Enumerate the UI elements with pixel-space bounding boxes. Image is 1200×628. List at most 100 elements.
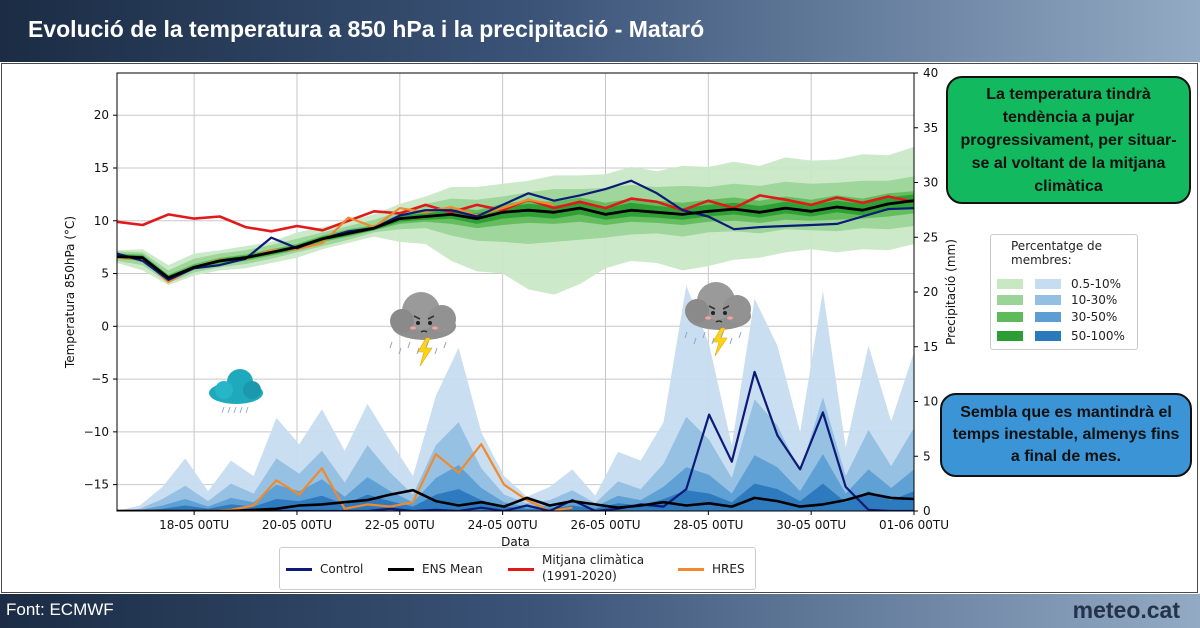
- thunderstorm-cloud-icon: [389, 292, 456, 367]
- rain-drop: [720, 331, 724, 339]
- angry-brow: [427, 315, 435, 320]
- x-tick-label: 28-05 00TU: [673, 518, 743, 532]
- y-right-tick-label: 30: [923, 176, 938, 190]
- y-right-tick-label: 35: [923, 121, 938, 135]
- x-tick-label: 26-05 00TU: [570, 518, 640, 532]
- y-left-tick-label: 10: [94, 214, 109, 228]
- hres-swatch: [678, 568, 704, 571]
- y-right-tick-label: 15: [923, 340, 938, 354]
- legend-row: 50-100%: [997, 329, 1137, 343]
- x-axis-label: Data: [501, 535, 530, 549]
- legend-row-label: 10-30%: [1071, 293, 1118, 307]
- y-right-axis-label: Precipitació (mm): [944, 239, 958, 345]
- green-swatch: [997, 312, 1023, 322]
- x-tick-label: 30-05 00TU: [776, 518, 846, 532]
- y-right-tick-label: 0: [923, 504, 931, 518]
- precipitation-callout-text: Sembla que es mantindrà el temps inestab…: [952, 404, 1180, 465]
- title-bar: Evolució de la temperatura a 850 hPa i l…: [0, 0, 1200, 62]
- control-swatch: [286, 568, 312, 571]
- legend-label-climatology-2: (1991-2020): [542, 569, 617, 583]
- rain-drop: [729, 337, 733, 345]
- rain-drop: [239, 406, 243, 414]
- series-legend: Control ENS Mean Mitjana climàtica (1991…: [279, 547, 756, 590]
- y-right-tick-label: 20: [923, 285, 938, 299]
- legend-row-label: 0.5-10%: [1071, 277, 1122, 291]
- footer-brand: meteo.cat: [1072, 597, 1180, 623]
- green-swatch: [997, 331, 1023, 341]
- ens-mean-line: [117, 199, 914, 280]
- y-left-tick-label: 5: [101, 267, 109, 281]
- temperature-callout: La temperatura tindrà tendència a pujar …: [946, 76, 1191, 204]
- cloud-puff: [390, 309, 414, 333]
- x-tick-label: 24-05 00TU: [468, 518, 538, 532]
- blue-swatch: [1035, 279, 1061, 289]
- rain-drop: [221, 406, 225, 414]
- cheek: [705, 316, 711, 320]
- rain-drop: [398, 347, 402, 355]
- chart-frame: [1, 63, 1198, 593]
- x-tick-label: 01-06 00TU: [879, 518, 949, 532]
- x-tick-label: 22-05 00TU: [365, 518, 435, 532]
- rain-drop: [389, 341, 393, 349]
- ens-mean-swatch: [388, 568, 414, 571]
- precip-hres-line: [117, 443, 573, 511]
- y-right-tick-label: 25: [923, 230, 938, 244]
- legend-label-control: Control: [320, 562, 364, 576]
- rain-drop: [738, 331, 742, 339]
- footer-source: Font: ECMWF: [6, 600, 114, 619]
- y-right-tick-label: 10: [923, 395, 938, 409]
- cloud-puff: [428, 305, 456, 333]
- rain-drop: [227, 406, 231, 414]
- rain-drop: [684, 331, 688, 339]
- rain-drop: [693, 337, 697, 345]
- y-left-tick-label: −15: [84, 478, 109, 492]
- y-left-tick-label: 20: [94, 108, 109, 122]
- x-tick-label: 18-05 00TU: [159, 518, 229, 532]
- footer-bar: Font: ECMWF meteo.cat: [0, 594, 1200, 628]
- precipitation-callout: Sembla que es mantindrà el temps inestab…: [940, 393, 1192, 477]
- y-left-tick-label: −5: [91, 372, 109, 386]
- cheek: [432, 326, 438, 330]
- rain-drop: [407, 341, 411, 349]
- lightning-bolt: [417, 337, 433, 367]
- eye: [711, 311, 715, 315]
- x-tick-label: 20-05 00TU: [262, 518, 332, 532]
- mouth: [420, 330, 428, 333]
- rain-drop: [434, 347, 438, 355]
- angry-brow: [708, 305, 716, 310]
- legend-row-label: 50-100%: [1071, 329, 1125, 343]
- cheek: [410, 326, 416, 330]
- eye: [428, 321, 432, 325]
- angry-brow: [722, 305, 730, 310]
- cloud-puff: [723, 295, 751, 323]
- legend-label-climatology-1: Mitjana climàtica: [542, 553, 645, 567]
- rain-drop: [245, 406, 249, 414]
- blue-swatch: [1035, 312, 1061, 322]
- blue-swatch: [1035, 295, 1061, 305]
- legend-row: 10-30%: [997, 293, 1137, 307]
- rain-drop: [711, 337, 715, 345]
- green-swatch: [997, 279, 1023, 289]
- thunderstorm-cloud-icon: [684, 282, 751, 357]
- y-left-tick-label: 15: [94, 161, 109, 175]
- rain-drop: [416, 347, 420, 355]
- cloud-puff: [243, 381, 261, 399]
- y-right-tick-label: 5: [923, 449, 931, 463]
- legend-row: 30-50%: [997, 310, 1137, 324]
- legend-row-label: 30-50%: [1071, 310, 1118, 324]
- rain-cloud-icon: [209, 369, 263, 414]
- temperature-callout-text: La temperatura tindrà tendència a pujar …: [960, 85, 1177, 195]
- cloud-puff: [685, 299, 709, 323]
- y-right-tick-label: 40: [923, 66, 938, 80]
- percentile-legend: Percentatge de membres: 0.5-10% 10-30% 3…: [990, 234, 1138, 350]
- eye: [416, 321, 420, 325]
- legend-label-hres: HRES: [712, 562, 745, 576]
- rain-drop: [702, 331, 706, 339]
- plot-area: [117, 73, 914, 511]
- y-left-axis-label: Temperatura 850hPa (°C): [63, 216, 77, 369]
- temperature-band: [117, 194, 914, 280]
- blue-swatch: [1035, 331, 1061, 341]
- y-left-tick-label: 0: [101, 319, 109, 333]
- eye: [723, 311, 727, 315]
